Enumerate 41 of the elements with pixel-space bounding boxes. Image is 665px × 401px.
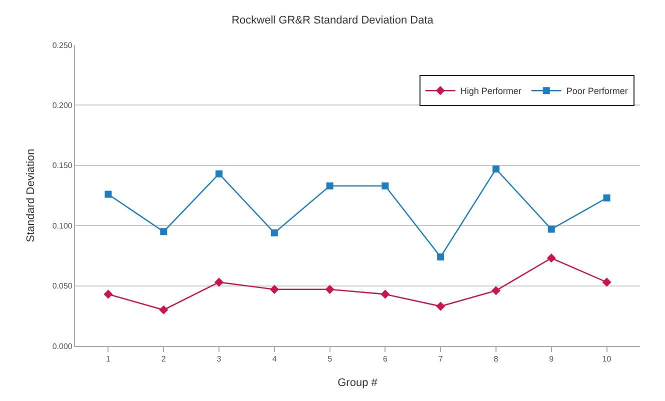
point [436, 302, 446, 311]
point [548, 226, 555, 233]
x-tick-label: 4 [272, 354, 278, 364]
point [602, 278, 612, 287]
y-tick-label: 0.250 [52, 40, 73, 50]
point [382, 182, 389, 190]
point [160, 228, 168, 236]
point [437, 253, 444, 260]
x-tick-label: 1 [106, 354, 112, 364]
point [380, 290, 390, 299]
legend-label: High Performer [460, 86, 522, 96]
point [104, 190, 112, 198]
x-tick-label: 3 [216, 354, 222, 364]
point [325, 284, 334, 294]
point [492, 166, 500, 173]
x-tick-label: 2 [161, 354, 166, 364]
point [104, 290, 113, 299]
point [270, 229, 278, 236]
y-tick-label: 0.200 [52, 101, 73, 110]
point [546, 254, 556, 263]
x-axis-title: Group # [338, 376, 378, 389]
x-tick-label: 5 [328, 354, 333, 364]
point [159, 305, 168, 314]
x-tick-label: 7 [438, 354, 444, 364]
x-tick-label: 8 [494, 354, 499, 364]
x-tick-label: 9 [549, 354, 554, 364]
point [603, 194, 610, 202]
x-tick-label: 10 [602, 354, 612, 364]
point [491, 286, 501, 296]
y-tick-label: 0.050 [52, 282, 73, 291]
y-tick-label: 0.000 [52, 342, 73, 351]
point [270, 284, 279, 294]
legend-label: Poor Performer [566, 86, 628, 96]
chart-title: Rockwell GR&R Standard Deviation Data [232, 14, 434, 27]
point [214, 278, 224, 287]
point [216, 170, 223, 178]
point [326, 182, 334, 190]
y-tick-label: 0.100 [52, 221, 73, 230]
y-axis-title: Standard Deviation [25, 148, 38, 242]
y-tick-label: 0.150 [52, 161, 73, 170]
x-tick-label: 6 [382, 354, 388, 364]
